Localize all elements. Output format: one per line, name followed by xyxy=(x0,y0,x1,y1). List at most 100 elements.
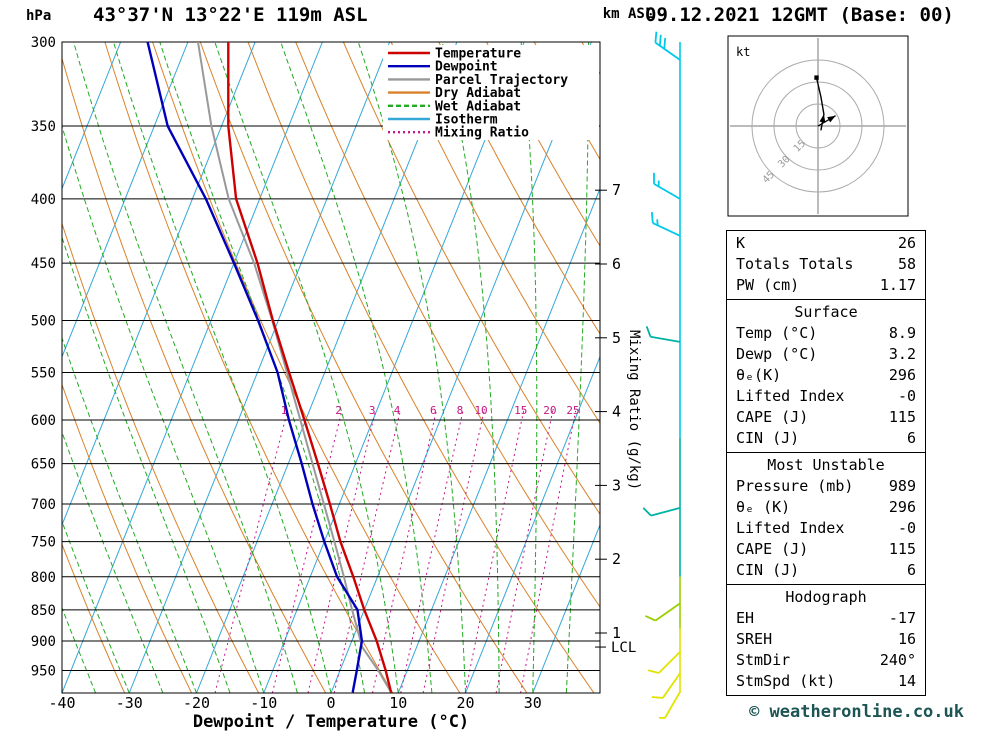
mixing-ratio-line xyxy=(520,410,577,693)
stat-row: θₑ (K) 296 xyxy=(727,497,925,518)
km-tick-label: 5 xyxy=(612,329,621,347)
stat-row: CAPE (J) 115 xyxy=(727,407,925,428)
wind-barb-feather xyxy=(663,37,667,49)
km-axis-label: km ASL xyxy=(602,6,654,22)
dry-adiabat-line xyxy=(62,56,327,693)
pressure-tick-label: 800 xyxy=(31,570,56,586)
pressure-tick-label: 950 xyxy=(31,664,56,680)
wet-adiabat-line xyxy=(62,606,97,693)
dry-adiabat-line xyxy=(486,42,600,247)
hodograph-ring xyxy=(795,103,841,149)
stat-section: Surface Temp (°C) 8.9 Dewp (°C) 3.2 θₑ(K) 296 L… xyxy=(726,299,926,453)
wind-barb-feather xyxy=(645,326,652,338)
stat-label: Lifted Index xyxy=(736,387,845,405)
stat-value: 6 xyxy=(906,561,916,579)
stat-label: StmSpd (kt) xyxy=(736,672,836,690)
wet-adiabat-line xyxy=(280,42,433,693)
stat-row: StmSpd (kt) 14 xyxy=(727,671,925,692)
wind-barb-feather xyxy=(645,615,656,622)
wind-barb-staff xyxy=(650,335,681,343)
km-tick-label: 7 xyxy=(612,181,621,199)
isotherm-line xyxy=(196,42,458,693)
wind-barb-staff xyxy=(662,672,681,699)
stat-row: θₑ(K) 296 xyxy=(727,365,925,386)
legend-label: Wet Adiabat xyxy=(435,99,521,114)
wet-adiabat-line xyxy=(62,520,130,693)
wind-barb xyxy=(654,31,681,61)
stat-value: 296 xyxy=(888,498,916,516)
datetime-title: 09.12.2021 12GMT (Base: 00) xyxy=(645,4,954,26)
legend-label: Mixing Ratio xyxy=(435,126,529,141)
isotherm-line xyxy=(330,42,592,693)
stat-label: CAPE (J) xyxy=(736,408,809,426)
stat-section: Most Unstable Pressure (mb) 989 θₑ (K) 296 Li… xyxy=(726,452,926,585)
wind-barb-feather xyxy=(658,34,662,46)
wind-barb xyxy=(653,172,681,200)
isotherm-line xyxy=(62,42,323,693)
stat-row: Temp (°C) 8.9 xyxy=(727,323,925,344)
km-tick-label: 3 xyxy=(612,476,621,494)
temp-tick-label: -30 xyxy=(116,694,143,712)
dry-adiabat-line xyxy=(438,42,600,335)
chart-border xyxy=(61,41,601,694)
dry-adiabat-line xyxy=(62,383,193,693)
mixing-ratio-value-label: 15 xyxy=(514,404,527,417)
stat-row: PW (cm) 1.17 xyxy=(727,275,925,296)
legend-label: Parcel Trajectory xyxy=(435,73,568,88)
mixing-ratio-line xyxy=(307,410,377,693)
wind-barb-feather xyxy=(642,507,652,517)
stat-value: 989 xyxy=(888,477,916,495)
wind-barb-staff xyxy=(650,507,681,517)
stat-label: Lifted Index xyxy=(736,519,845,537)
wind-barb-feather xyxy=(647,669,660,674)
stat-row: CIN (J) 6 xyxy=(727,428,925,449)
mixing-ratio-value-label: 2 xyxy=(335,404,342,417)
wind-barb xyxy=(647,651,681,674)
wet-adiabat-line xyxy=(520,42,538,693)
stat-row: Dewp (°C) 3.2 xyxy=(727,344,925,365)
wet-adiabat-line xyxy=(62,336,197,693)
wet-adiabat-line xyxy=(159,42,366,693)
isotherm-line xyxy=(62,42,122,190)
stat-label: Temp (°C) xyxy=(736,324,818,342)
mixing-ratio-value-label: 20 xyxy=(543,404,556,417)
stat-row: Pressure (mb) 989 xyxy=(727,476,925,497)
pressure-tick-label: 650 xyxy=(31,457,56,473)
stat-label: EH xyxy=(736,609,755,627)
parcel-line xyxy=(197,42,392,693)
pressure-tick-label: 700 xyxy=(31,497,56,513)
hodograph-ring xyxy=(751,59,885,193)
wet-adiabat-line xyxy=(62,430,164,693)
temp-tick-label: -10 xyxy=(250,694,277,712)
wind-barb xyxy=(645,326,681,343)
wind-barb-staff xyxy=(654,602,681,622)
stat-label: Dewp (°C) xyxy=(736,345,818,363)
pressure-tick-label: 500 xyxy=(31,314,56,330)
wet-adiabat-line xyxy=(113,42,332,693)
pressure-tick-label: 900 xyxy=(31,634,56,650)
dry-adiabat-line xyxy=(342,42,600,516)
temp-tick-label: -20 xyxy=(183,694,210,712)
dry-adiabat-line xyxy=(104,42,394,693)
legend-label: Temperature xyxy=(435,47,521,62)
stat-value: 240° xyxy=(879,651,916,669)
stat-value: -0 xyxy=(897,387,916,405)
pressure-gridlines xyxy=(61,41,601,694)
isotherm-line xyxy=(62,42,189,359)
wind-barb xyxy=(642,507,681,517)
temp-tick-label: -40 xyxy=(48,694,75,712)
stat-value: 8.9 xyxy=(888,324,916,342)
stat-row: K 26 xyxy=(727,233,925,254)
km-tick-label: 4 xyxy=(612,403,621,421)
isotherm-line xyxy=(397,187,600,693)
mixing-ratio-line xyxy=(464,410,525,693)
stat-value: 26 xyxy=(897,234,916,252)
wind-barb-feather xyxy=(651,696,663,699)
dewpoint-line xyxy=(146,42,364,693)
wind-barb xyxy=(645,602,681,622)
mixing-ratio-axis-label: Mixing Ratio (g/kg) xyxy=(626,330,642,490)
mixing-ratio-line xyxy=(214,410,289,693)
stat-value: 3.2 xyxy=(888,345,916,363)
